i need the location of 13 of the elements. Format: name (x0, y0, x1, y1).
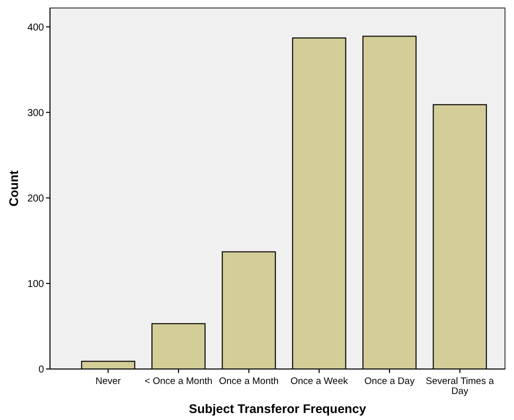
x-tick-label: Several Times a Day (426, 376, 495, 397)
x-tick-label: < Once a Month (144, 376, 212, 387)
x-axis-title: Subject Transferor Frequency (188, 402, 366, 416)
x-tick-label: Once a Day (364, 376, 415, 387)
y-tick-label: 300 (27, 108, 44, 119)
x-tick-label: Once a Week (290, 376, 348, 387)
y-tick-label: 400 (27, 22, 44, 34)
y-tick-label: 200 (27, 193, 44, 204)
y-tick-label: 100 (27, 278, 44, 290)
x-tick-label: Once a Month (218, 376, 279, 387)
y-tick-label: 0 (38, 364, 44, 376)
x-tick-label: Never (95, 376, 121, 387)
y-axis-title: Count (7, 170, 21, 207)
